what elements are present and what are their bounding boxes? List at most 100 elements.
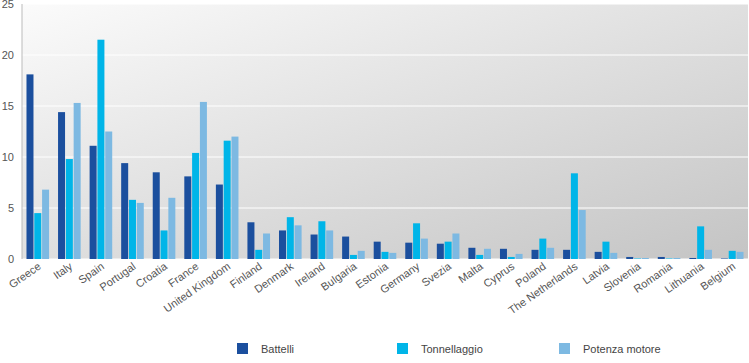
bar: [318, 221, 325, 259]
y-tick-label: 5: [8, 202, 14, 214]
bar: [382, 252, 389, 259]
x-tick-label: Portugal: [97, 260, 137, 293]
bar: [342, 237, 349, 259]
x-tick-label: Bulgaria: [319, 259, 360, 292]
bar: [602, 242, 609, 259]
bar: [697, 226, 704, 259]
bar: [579, 210, 586, 259]
bar: [405, 243, 412, 259]
x-tick-label: Belgium: [698, 260, 737, 293]
bar: [287, 217, 294, 259]
x-tick-label: Lithuania: [662, 259, 706, 295]
bar: [642, 258, 649, 259]
bar: [74, 103, 81, 259]
y-tick-label: 0: [8, 253, 14, 265]
x-tick-label: Cyprus: [481, 260, 517, 290]
bar: [90, 146, 97, 259]
legend-label: Battelli: [261, 343, 294, 355]
bar: [610, 253, 617, 259]
bar: [729, 251, 736, 259]
grid-line: [22, 4, 748, 5]
bar: [516, 254, 523, 259]
bar: [539, 239, 546, 259]
bar: [595, 252, 602, 259]
legend-swatch: [397, 343, 408, 354]
x-tick-label: Croatia: [133, 259, 170, 290]
legend-label: Tonnellaggio: [421, 343, 483, 355]
bar: [255, 250, 262, 259]
bar: [374, 242, 381, 259]
bar: [168, 198, 175, 259]
bar: [350, 255, 357, 259]
legend-swatch: [559, 343, 570, 354]
bar: [121, 163, 128, 259]
bar: [311, 235, 318, 259]
bar: [484, 249, 491, 259]
bar: [200, 102, 207, 259]
bar: [571, 173, 578, 259]
bar: [42, 190, 49, 259]
legend-label: Potenza motore: [583, 343, 661, 355]
bar: [66, 159, 73, 259]
bar: [105, 132, 112, 260]
bar: [500, 249, 507, 259]
bar: [129, 200, 136, 259]
bar: [658, 257, 665, 259]
y-tick-label: 15: [2, 100, 14, 112]
bar: [705, 250, 712, 259]
bar: [358, 251, 365, 259]
y-tick-label: 25: [2, 0, 14, 10]
bar: [26, 74, 33, 259]
bar: [508, 257, 515, 259]
y-tick-label: 10: [2, 151, 14, 163]
bar: [626, 257, 633, 259]
bar: [413, 223, 420, 259]
bar: [231, 137, 238, 259]
y-tick-label: 20: [2, 49, 14, 61]
chart: 0510152025GreeceItalySpainPortugalCroati…: [0, 0, 749, 363]
bar: [295, 225, 302, 259]
bar: [452, 234, 459, 260]
bar: [468, 248, 475, 259]
bar: [634, 258, 641, 259]
bar: [737, 252, 744, 259]
bar: [389, 253, 396, 259]
bar: [216, 185, 223, 259]
bar: [532, 250, 539, 259]
bar: [58, 112, 65, 259]
bar: [666, 258, 673, 259]
y-axis-line: [22, 4, 23, 259]
bar: [673, 258, 680, 259]
x-tick-label: The Netherlands: [506, 260, 580, 317]
bar: [689, 258, 696, 259]
bar: [192, 153, 199, 259]
x-tick-label: Denmark: [252, 260, 296, 296]
grid-line: [22, 157, 748, 158]
bar: [97, 40, 104, 259]
bar: [137, 203, 144, 259]
bar: [34, 213, 41, 259]
bar: [153, 172, 160, 259]
bar: [445, 242, 452, 259]
bar: [326, 230, 333, 259]
plot-background: [22, 4, 748, 259]
bar: [247, 222, 254, 259]
bar: [721, 258, 728, 259]
x-tick-label: Italy: [51, 260, 75, 282]
bar: [547, 248, 554, 259]
x-tick-label: Germany: [378, 260, 422, 296]
x-tick-label: United Kingdom: [161, 260, 232, 315]
bar: [263, 234, 270, 260]
bar: [563, 250, 570, 259]
bar: [279, 230, 286, 259]
bars: [26, 40, 743, 259]
bar: [476, 255, 483, 259]
legend-swatch: [237, 343, 248, 354]
bar: [437, 244, 444, 259]
x-tick-label: Greece: [6, 260, 42, 291]
grid-line: [22, 55, 748, 56]
bar: [224, 141, 231, 259]
bar: [161, 230, 168, 259]
x-tick-label: Svezia: [419, 259, 454, 288]
bar: [421, 239, 428, 259]
